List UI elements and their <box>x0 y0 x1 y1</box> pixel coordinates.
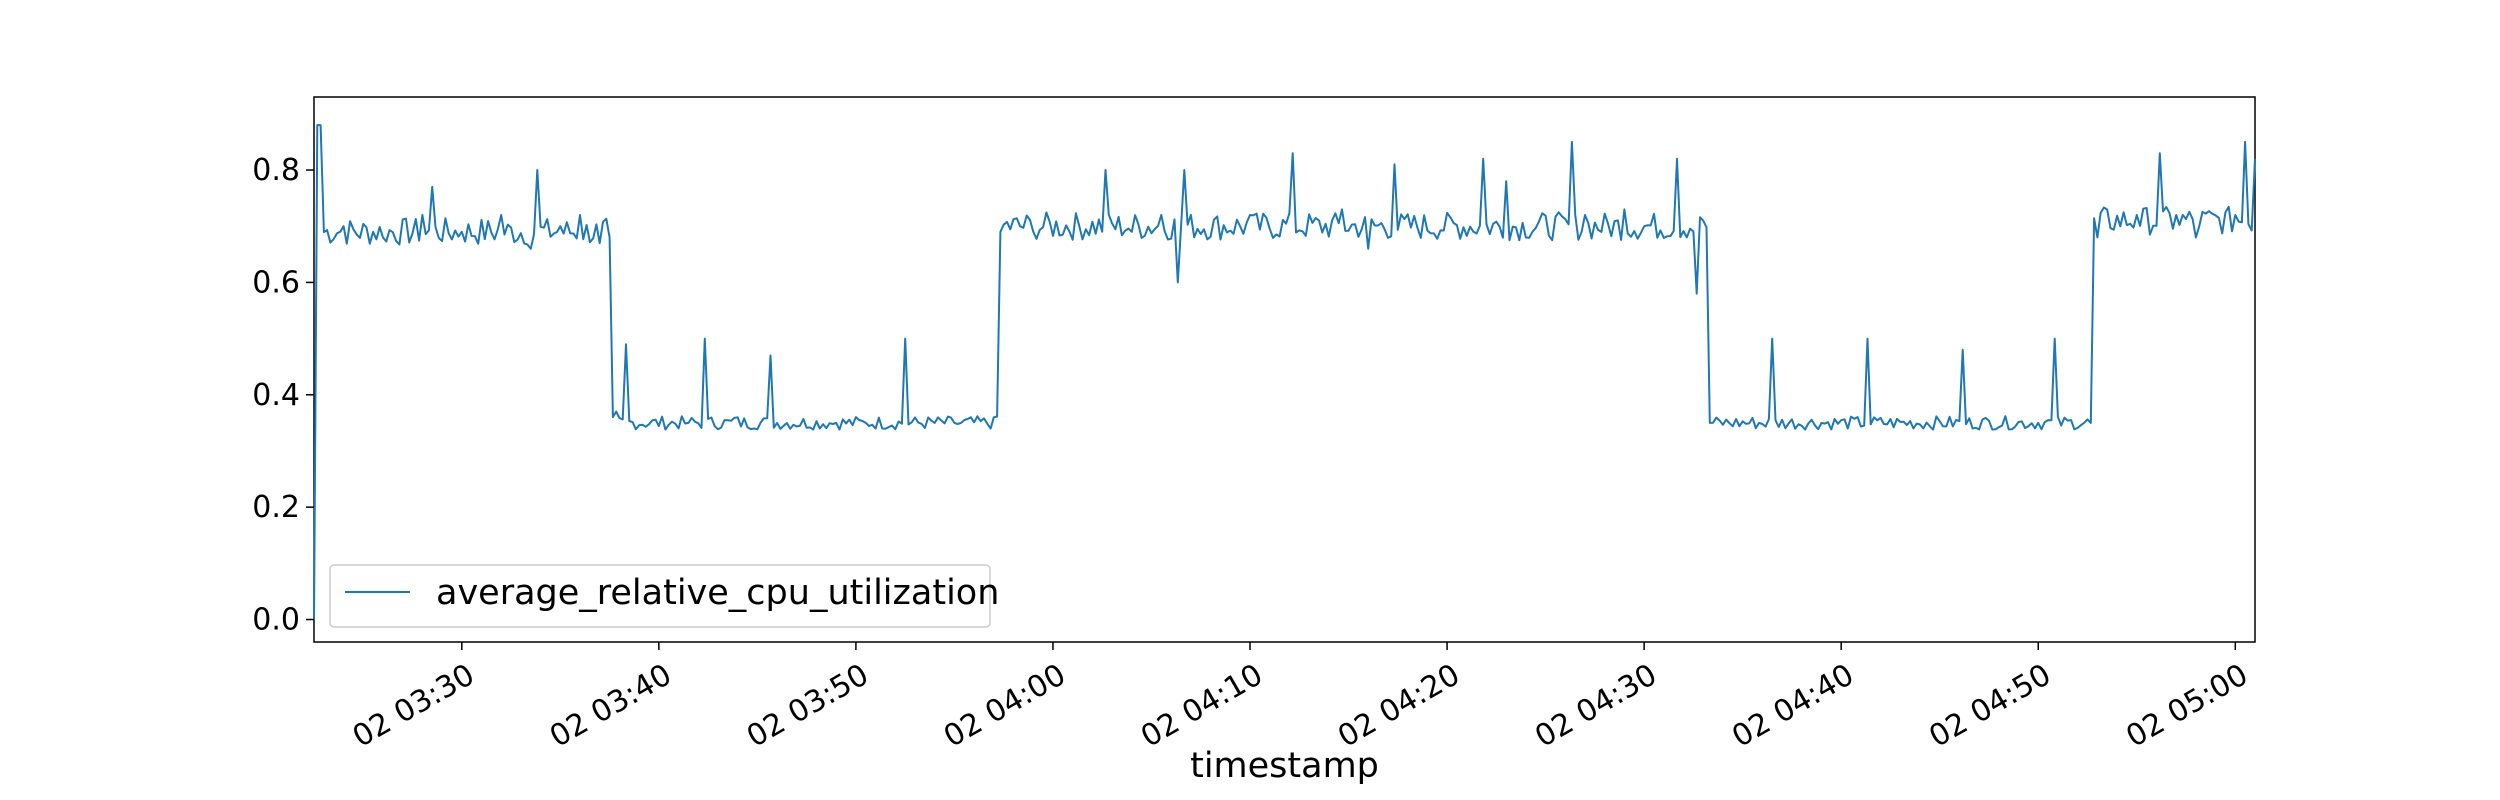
y-tick-label: 0.2 <box>252 490 300 525</box>
x-tick-label: 02 04:00 <box>938 657 1072 754</box>
x-axis: 02 03:30 02 03:40 02 03:50 02 04:00 02 04:10… <box>347 642 2254 755</box>
legend-label: average_relative_cpu_utilization <box>436 573 999 613</box>
y-tick-label: 0.8 <box>252 153 300 188</box>
x-tick-label: 02 04:20 <box>1332 657 1466 754</box>
legend: average_relative_cpu_utilization <box>329 564 999 628</box>
series-line-average-relative-cpu-utilization <box>313 124 2256 620</box>
x-tick-label: 02 05:00 <box>2120 657 2254 754</box>
x-tick-label: 02 03:30 <box>347 657 481 754</box>
x-tick-label: 02 04:40 <box>1726 657 1860 754</box>
series-layer <box>313 124 2256 620</box>
y-tick-label: 0.6 <box>252 265 300 300</box>
y-axis: 0.0 0.2 0.4 0.6 0.8 <box>252 153 314 638</box>
plot-area-frame <box>313 96 2256 643</box>
x-tick-label: 02 03:40 <box>544 657 678 754</box>
x-axis-label: timestamp <box>1190 746 1379 786</box>
legend-box <box>329 564 991 628</box>
x-tick-label: 02 04:10 <box>1135 657 1269 754</box>
y-tick-label: 0.0 <box>252 603 300 638</box>
x-tick-label: 02 03:50 <box>741 657 875 754</box>
x-tick-label: 02 04:30 <box>1529 657 1663 754</box>
x-tick-label: 02 04:50 <box>1923 657 2057 754</box>
y-tick-label: 0.4 <box>252 378 300 413</box>
